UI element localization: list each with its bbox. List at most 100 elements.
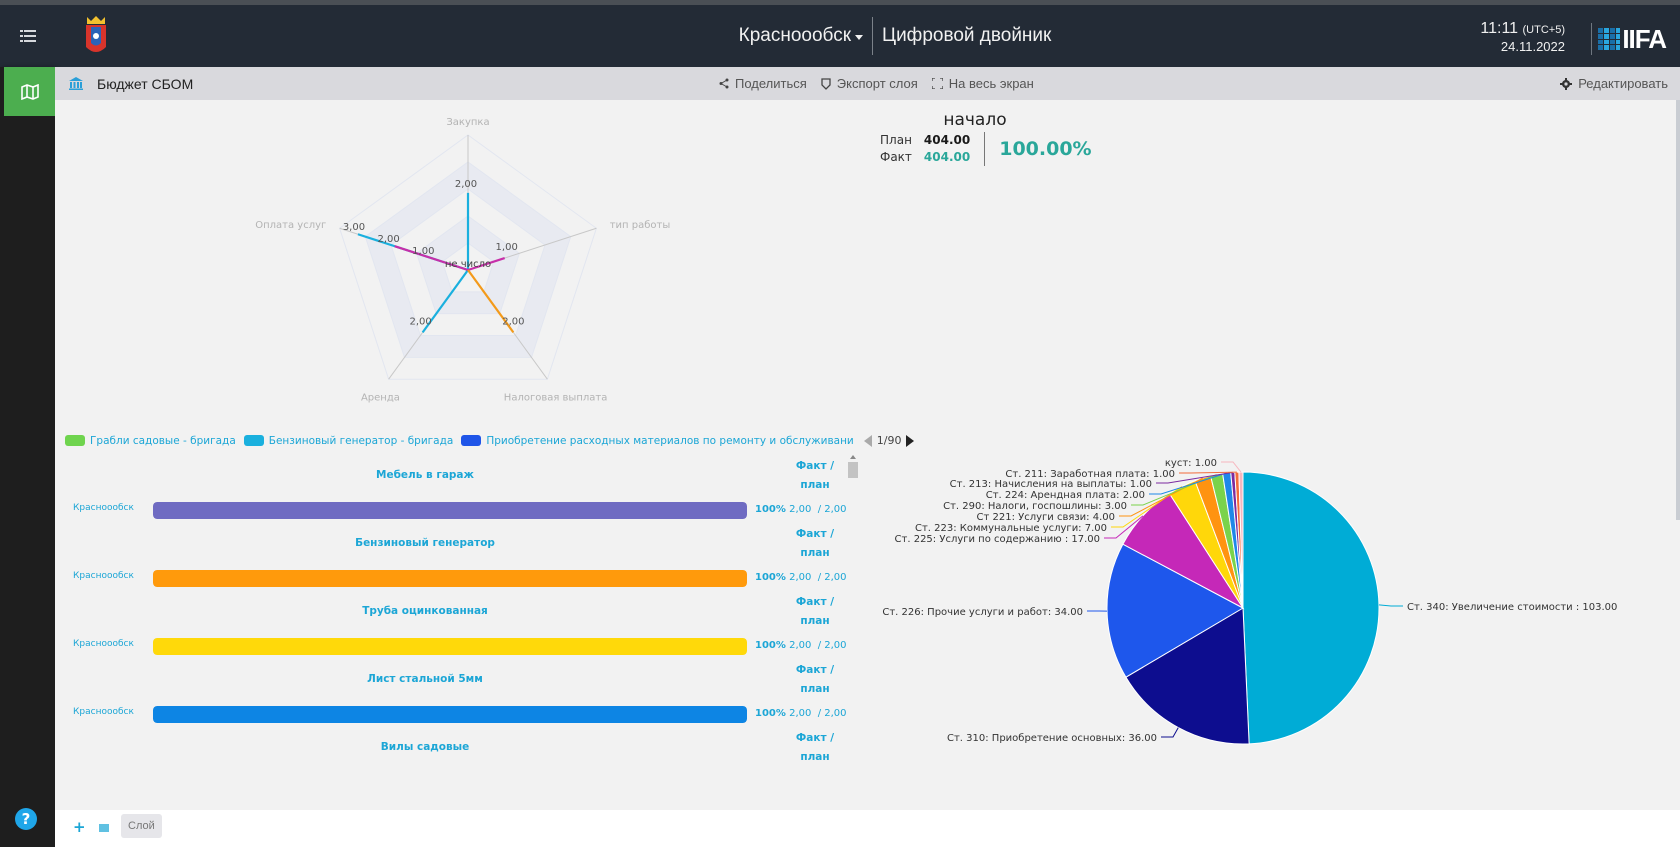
radar-axis-label: тип работы	[610, 220, 671, 231]
bar-title: Лист стальной 5мм	[367, 673, 483, 685]
pie-slice-label: Ст. 223: Коммунальные услуги: 7.00	[915, 523, 1107, 534]
city-crest-icon[interactable]	[84, 15, 108, 57]
bar-title: Труба оцинкованная	[362, 605, 488, 617]
share-icon	[719, 78, 729, 89]
bar-header: Факт / план	[790, 729, 840, 767]
gear-icon	[1560, 77, 1573, 90]
prev-page-icon[interactable]	[863, 434, 872, 447]
add-layer-icon[interactable]: +	[73, 818, 86, 836]
clock-date: 24.11.2022	[1500, 39, 1565, 54]
bar-header: Факт / план	[790, 593, 840, 631]
radar-series-spoke	[421, 269, 469, 334]
layer-button[interactable]: Слой	[121, 814, 162, 838]
radar-center-label: не число	[445, 259, 491, 270]
top-header: Красноообск Цифровой двойник 11:11 (UTC+…	[0, 5, 1680, 67]
radar-axis-label: Оплата услуг	[255, 220, 326, 231]
pie-slice-label: куст: 1.00	[1165, 458, 1217, 469]
radar-series-spoke	[467, 257, 506, 272]
legend-swatch	[243, 435, 264, 446]
bar-fact: 2,00	[789, 640, 812, 651]
pie-label-connector	[1149, 472, 1227, 495]
scroll-thumb[interactable]	[848, 462, 858, 478]
bar-region: Красноообск	[73, 503, 134, 513]
toolbar-actions: Поделиться Экспорт слоя На весь экран	[719, 67, 1034, 100]
legend-item[interactable]: Приобретение расходных материалов по рем…	[461, 434, 854, 447]
bar-header: Факт / план	[790, 457, 840, 495]
kpi-divider	[984, 132, 986, 166]
bar-header-line2: план	[800, 615, 830, 627]
bar-item: Факт / план Лист стальной 5мм Красноообск 10…	[55, 653, 855, 726]
bar-item: Факт / план Вилы садовые	[55, 721, 855, 794]
legend-swatch	[461, 435, 482, 446]
radar-value-label: 2,00	[502, 316, 524, 327]
window-top-border	[0, 0, 1680, 5]
legend-item[interactable]: Грабли садовые - бригада	[65, 435, 236, 447]
progress-bar[interactable]	[153, 638, 747, 655]
bar-percent: 100%	[755, 708, 786, 719]
bar-region: Красноообск	[73, 707, 134, 717]
scroll-up-icon[interactable]	[850, 455, 856, 459]
legend-pager: 1/90	[863, 434, 915, 447]
bar-item: Факт / план Мебель в гараж Красноообск 100% …	[55, 449, 855, 522]
bar-item: Факт / план Труба оцинкованная Красноообск 1…	[55, 585, 855, 658]
bar-plan: 2,00	[824, 640, 847, 651]
layers-icon[interactable]	[99, 824, 109, 832]
progress-bar[interactable]	[153, 502, 747, 519]
dashboard-title: Бюджет СБОМ	[69, 67, 193, 100]
radar-legend: Грабли садовые - бригада Бензиновый гене…	[65, 434, 915, 447]
pie-slice-label: Ст. 213: Начисления на выплаты: 1.00	[950, 479, 1152, 490]
menu-button[interactable]	[0, 5, 56, 67]
pie-label-connector	[1378, 604, 1403, 607]
progress-bar[interactable]	[153, 706, 747, 723]
bar-header-line2: план	[800, 751, 830, 763]
bar-fact: 2,00	[789, 504, 812, 515]
city-selector[interactable]: Красноообск	[739, 25, 864, 47]
legend-item[interactable]: Бензиновый генератор - бригада	[243, 435, 453, 447]
legend-label: Приобретение расходных материалов по рем…	[486, 434, 854, 447]
map-icon	[20, 83, 39, 100]
bar-values: 100% 2,00 / 2,00	[755, 640, 847, 651]
bar-percent: 100%	[755, 572, 786, 583]
next-page-icon[interactable]	[906, 434, 915, 447]
bar-header: Факт / план	[790, 525, 840, 563]
bar-title: Мебель в гараж	[376, 469, 474, 481]
legend-label: Грабли садовые - бригада	[90, 434, 236, 447]
bar-title: Вилы садовые	[380, 741, 470, 753]
pie-slice-label: Ст. 226: Прочие услуги и работ: 34.00	[882, 607, 1083, 618]
help-icon[interactable]: ?	[15, 808, 37, 830]
pie-slice	[1242, 471, 1380, 745]
share-button[interactable]: Поделиться	[719, 76, 807, 91]
sidebar-item-map[interactable]	[4, 67, 55, 116]
app-name: Цифровой двойник	[882, 25, 1052, 46]
radar-value-label: 2,00	[455, 179, 477, 190]
bar-header-line1: Факт /	[795, 664, 835, 676]
dashboard-content: Закупка тип работы Налоговая выплата Аренда…	[55, 100, 1680, 810]
export-layer-button[interactable]: Экспорт слоя	[821, 76, 918, 91]
page-scrollbar[interactable]	[1676, 100, 1680, 520]
pie-label-connector	[1221, 461, 1242, 473]
kpi-percent: 100.00%	[999, 138, 1092, 160]
bank-icon	[69, 77, 83, 90]
edit-button[interactable]: Редактировать	[1560, 67, 1668, 100]
bar-header-line2: план	[800, 547, 830, 559]
pie-slice-label: Ст. 310: Приобретение основных: 36.00	[947, 733, 1157, 744]
kpi-fact-value: 404.00	[923, 150, 971, 164]
radar-value-label: 3,00	[343, 222, 365, 233]
bar-fact: 2,00	[789, 708, 812, 719]
progress-bar[interactable]	[153, 570, 747, 587]
bar-percent: 100%	[755, 504, 786, 515]
radar-axis-label: Аренда	[361, 393, 400, 404]
bar-header-line1: Факт /	[795, 732, 835, 744]
bar-plan: 2,00	[824, 572, 847, 583]
bar-title: Бензиновый генератор	[355, 537, 495, 549]
pie-label-connector	[1156, 471, 1233, 484]
pie-label-connector	[1179, 471, 1237, 474]
pie-chart: Ст. 340: Увеличение стоимости : 103.00 Ст…	[882, 458, 1617, 745]
bar-list-scrollbar[interactable]	[848, 455, 858, 485]
progress-bar-fill	[153, 570, 747, 587]
fullscreen-button[interactable]: На весь экран	[931, 76, 1034, 91]
bar-values: 100% 2,00 / 2,00	[755, 572, 847, 583]
pie-label-connector	[1131, 474, 1217, 506]
radar-axis-label: Закупка	[446, 117, 489, 128]
